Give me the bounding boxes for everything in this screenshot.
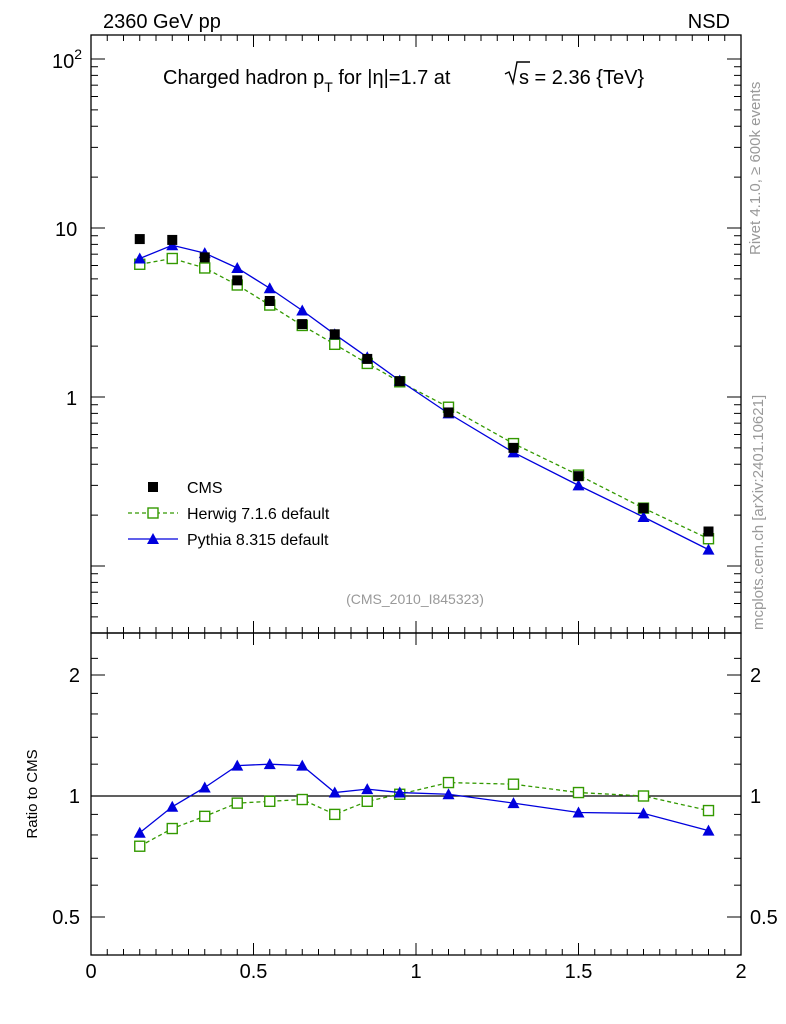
ratio-pythia-point (133, 826, 146, 838)
x-tick-label: 1 (410, 961, 421, 983)
ratio-herwig-point (296, 793, 308, 806)
ratio-y-tick-label: 0.5 (52, 907, 80, 929)
ratio-pythia-point (442, 788, 455, 800)
legend-cms-marker (148, 482, 158, 492)
ratio-pythia-line (139, 763, 709, 834)
title-mid: for |η|=1.7 at (333, 67, 451, 89)
ratio-herwig-point (637, 790, 650, 802)
cms-point (167, 234, 178, 245)
ratio-pythia-point (296, 759, 309, 771)
title-root: s (519, 67, 529, 89)
ratio-pythia-point (702, 824, 715, 836)
header-right: NSD (688, 11, 730, 33)
ratio-pythia-point (361, 783, 374, 795)
pythia-point (637, 510, 650, 522)
pythia-point (702, 543, 715, 555)
ratio-herwig-point (507, 778, 520, 790)
pythia-point (296, 304, 309, 316)
legend-pythia-marker (147, 533, 159, 544)
header-left: 2360 GeV pp (103, 11, 221, 33)
ratio-y-tick-label-right: 1 (750, 786, 761, 808)
ratio-herwig-point (702, 804, 715, 817)
plot-title: Charged hadron pT for |η|=1.7 at (163, 67, 451, 95)
legend-pythia-label: Pythia 8.315 default (187, 532, 329, 549)
pythia-point (263, 282, 276, 294)
ratio-pythia-point (166, 800, 179, 812)
title-prefix: Charged hadron p (163, 67, 324, 89)
ratio-herwig-point (329, 808, 341, 821)
mcplots-label: mcplots.cern.ch [arXiv:2401.10621] (750, 395, 767, 630)
ratio-pythia-point (507, 797, 520, 809)
y-tick-label-100: 102 (52, 46, 82, 73)
cms-point (638, 503, 649, 514)
legend: CMS Herwig 7.1.6 default Pythia 8.315 de… (128, 480, 330, 549)
cms-point (703, 526, 714, 537)
legend-cms-label: CMS (187, 480, 223, 497)
cms-point (508, 442, 519, 453)
ratio-pythia-point (198, 781, 211, 793)
y-tick-label-10: 10 (55, 219, 77, 241)
pythia-point (572, 479, 585, 491)
herwig-line (139, 257, 709, 540)
analysis-id: (CMS_2010_I845323) (346, 591, 484, 607)
herwig-point (166, 252, 178, 265)
ratio-herwig-point (231, 797, 243, 809)
generated-chart-marks: 0.5 0.5 1 1 2 2 0 0.5 1 1.5 2 (52, 35, 778, 983)
pythia-line (139, 244, 709, 551)
y-tick-100-base: 10 (52, 51, 74, 73)
cms-point (232, 275, 243, 286)
ratio-herwig-point (199, 810, 211, 823)
ratio-herwig-point (134, 840, 146, 852)
y-tick-100-exp: 2 (74, 46, 82, 62)
ratio-y-tick-label: 1 (69, 786, 80, 808)
ratio-pythia-point (637, 807, 650, 819)
ratio-y-tick-label-right: 0.5 (750, 907, 778, 929)
ratio-pythia-point (231, 759, 244, 771)
x-tick-label: 2 (735, 961, 746, 983)
ratio-herwig-point (166, 822, 178, 835)
legend-herwig-marker (147, 507, 159, 519)
sqrt-sign (504, 61, 530, 86)
pythia-point (133, 252, 146, 264)
y-tick-label-1: 1 (66, 388, 77, 410)
ratio-pythia-point (263, 758, 276, 770)
ratio-pythia-point (572, 806, 585, 818)
cms-point (329, 329, 340, 340)
x-tick-label: 1.5 (565, 961, 593, 983)
title-end: s = 2.36 {TeV} (519, 67, 644, 89)
ratio-pythia-point (328, 786, 341, 798)
cms-point (199, 252, 210, 263)
x-tick-label: 0 (85, 961, 96, 983)
ratio-y-tick-label-right: 2 (750, 665, 761, 687)
ratio-herwig-point (442, 776, 455, 789)
ratio-herwig-point (361, 795, 373, 808)
rivet-label: Rivet 4.1.0, ≥ 600k events (747, 82, 764, 255)
main-y-tick-labels: 102 10 1 (52, 46, 82, 410)
x-tick-label: 0.5 (240, 961, 268, 983)
cms-point (443, 407, 454, 418)
cms-point (134, 234, 145, 245)
legend-herwig-label: Herwig 7.1.6 default (187, 506, 330, 523)
cms-point (362, 353, 373, 364)
ratio-pythia-point (393, 786, 406, 798)
cms-point (394, 376, 405, 387)
cms-point (297, 319, 308, 330)
ratio-herwig-point (572, 786, 585, 799)
ratio-herwig-point (264, 795, 276, 808)
title-sub: T (324, 79, 333, 95)
ratio-y-tick-label: 2 (69, 665, 80, 687)
herwig-point (329, 338, 341, 351)
title-suffix: = 2.36 {TeV} (529, 67, 644, 89)
cms-point (573, 471, 584, 482)
ratio-y-label: Ratio to CMS (24, 749, 41, 838)
ratio-herwig-line (139, 781, 709, 847)
pythia-point (231, 261, 244, 273)
herwig-point (199, 262, 211, 274)
cms-point (264, 295, 275, 306)
